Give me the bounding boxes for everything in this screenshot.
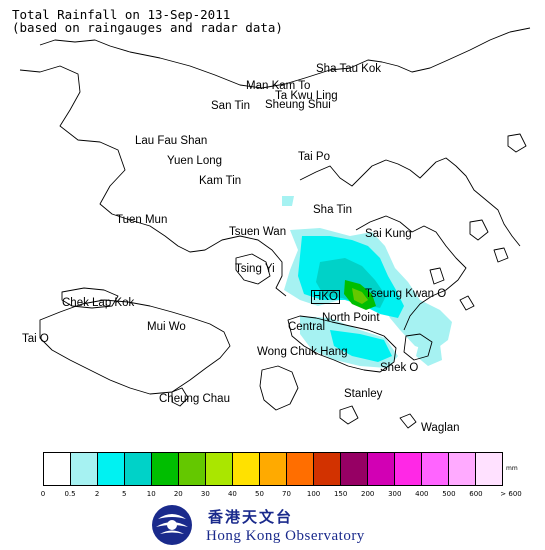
place-label: Lau Fau Shan xyxy=(135,135,208,147)
deep-bay-coast xyxy=(19,65,287,297)
sai-kung-coast xyxy=(355,215,467,331)
tap-mun xyxy=(507,133,527,153)
legend-swatch xyxy=(233,453,260,485)
hko-logo: 香港天文台 Hong Kong Observatory xyxy=(148,503,408,547)
place-label: Tai Po xyxy=(298,151,330,163)
hko-name-chinese: 香港天文台 xyxy=(208,508,294,526)
legend-tick-label: 400 xyxy=(415,490,429,498)
mainland-north-coast xyxy=(39,27,531,89)
shek-o-peninsula xyxy=(403,333,433,361)
place-label: Wong Chuk Hang xyxy=(257,346,348,358)
legend-tick-label: 30 xyxy=(200,490,210,498)
legend-tick-label: > 600 xyxy=(500,490,522,498)
legend-swatch xyxy=(71,453,98,485)
legend-swatch xyxy=(206,453,233,485)
rainfall-map xyxy=(19,27,531,429)
hk-island xyxy=(287,315,397,373)
legend-swatch xyxy=(98,453,125,485)
eastern-islands xyxy=(429,219,509,311)
place-label: Sai Kung xyxy=(365,228,412,240)
legend-tick-label: 10 xyxy=(146,490,156,498)
hko-emblem-icon xyxy=(152,505,192,545)
legend-unit: mm xyxy=(506,465,518,472)
legend-tick-label: 2 xyxy=(94,490,100,498)
legend-tick-label: 500 xyxy=(442,490,456,498)
rainfall-legend xyxy=(43,452,503,486)
map-title: Total Rainfall on 13-Sep-2011 xyxy=(12,7,231,22)
place-label: Yuen Long xyxy=(167,155,223,167)
legend-tick-label: 40 xyxy=(227,490,237,498)
coastline xyxy=(19,27,531,429)
legend-swatch xyxy=(422,453,449,485)
place-label: Tai O xyxy=(22,333,49,345)
legend-swatch xyxy=(368,453,395,485)
place-label: Tseung Kwan O xyxy=(365,288,447,300)
legend-swatch xyxy=(449,453,476,485)
place-label: Tuen Mun xyxy=(116,214,168,226)
place-label: Mui Wo xyxy=(147,321,186,333)
legend-swatch xyxy=(260,453,287,485)
place-label: Waglan xyxy=(421,422,460,434)
legend-tick-label: 150 xyxy=(333,490,348,498)
place-label-hko: HKO xyxy=(311,290,340,304)
place-label: Tsing Yi xyxy=(235,263,275,275)
place-label: Kam Tin xyxy=(199,175,242,187)
place-label: Chek Lap Kok xyxy=(62,297,135,309)
place-label: Central xyxy=(288,321,326,333)
place-label: Man Kam To xyxy=(246,80,311,92)
legend-tick-label: 600 xyxy=(469,490,483,498)
rain-area-2-5mm-island xyxy=(330,330,392,362)
place-label: Stanley xyxy=(344,388,383,400)
legend-ticks: 0 0.5 2 5 10 20 30 40 50 70 100 150 200 300 400 500 600 >… xyxy=(0,490,545,500)
place-label: San Tin xyxy=(211,100,250,112)
legend-swatch xyxy=(125,453,152,485)
legend-swatch xyxy=(476,453,502,485)
legend-swatch xyxy=(179,453,206,485)
place-label: Sha Tin xyxy=(313,204,352,216)
lantau-island xyxy=(39,299,231,395)
rainfall-overlay xyxy=(282,196,452,368)
lamma-island xyxy=(259,365,299,411)
legend-swatch xyxy=(287,453,314,485)
map-subtitle: (based on raingauges and radar data) xyxy=(12,20,283,35)
legend-tick-label: 20 xyxy=(173,490,183,498)
hko-name-english: Hong Kong Observatory xyxy=(206,528,365,544)
tolo-harbour-coast xyxy=(299,157,521,247)
place-label: Ta Kwu Ling xyxy=(275,90,338,102)
legend-tick-label: 300 xyxy=(388,490,402,498)
airport-island xyxy=(61,287,119,309)
rain-area-20-30mm xyxy=(352,288,368,304)
legend-swatch xyxy=(341,453,368,485)
place-label: Sheung Shui xyxy=(265,99,331,111)
legend-tick-label: 50 xyxy=(255,490,264,498)
cheung-chau xyxy=(171,387,189,407)
place-label: Cheung Chau xyxy=(159,393,230,405)
place-label: North Point xyxy=(322,312,380,324)
legend-tick-label: 0.5 xyxy=(64,490,76,498)
legend-tick-label: 100 xyxy=(306,490,321,498)
po-toi xyxy=(339,405,359,425)
legend-swatch xyxy=(395,453,422,485)
tsing-yi xyxy=(235,253,271,285)
legend-tick-label: 200 xyxy=(361,490,375,498)
place-label: Sha Tau Kok xyxy=(316,63,382,75)
rain-area-0.5-2mm-west xyxy=(282,196,294,206)
waglan xyxy=(399,413,417,429)
legend-tick-label: 0 xyxy=(40,490,46,498)
legend-swatch xyxy=(152,453,179,485)
place-label: Shek O xyxy=(380,362,419,374)
legend-tick-label: 5 xyxy=(121,490,127,498)
legend-tick-label: 70 xyxy=(282,490,291,498)
place-label: Tsuen Wan xyxy=(229,226,287,238)
legend-swatch xyxy=(314,453,341,485)
legend-swatch xyxy=(44,453,71,485)
